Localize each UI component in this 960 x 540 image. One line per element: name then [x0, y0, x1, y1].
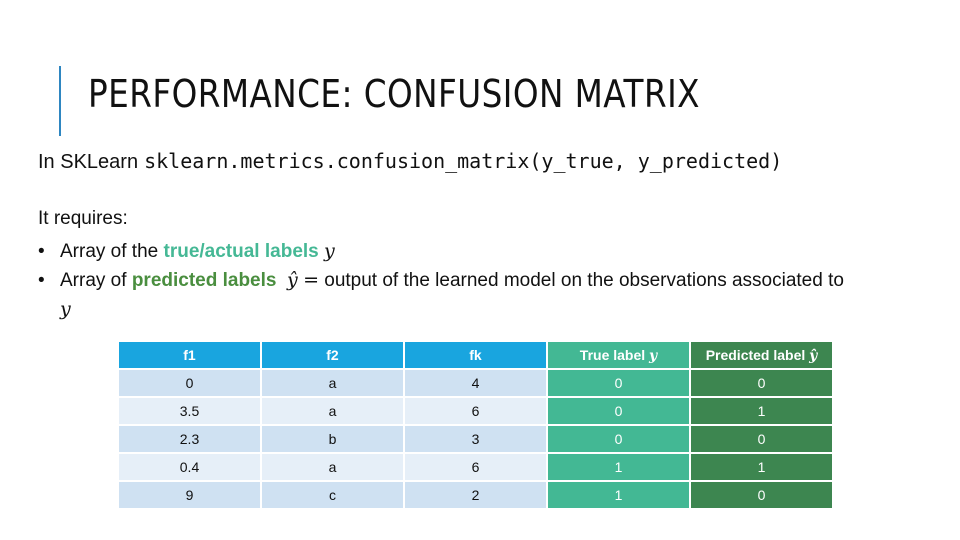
- table-header-row: f1 f2 fk True label y Predicted label ŷ: [117, 340, 834, 370]
- cell-f2: a: [260, 396, 405, 426]
- bullet1-prefix: Array of the: [60, 241, 164, 262]
- intro-prefix: In SKLearn: [38, 151, 139, 173]
- cell-true-label: 0: [546, 396, 691, 426]
- data-table: f1 f2 fk True label y Predicted label ŷ …: [117, 340, 834, 510]
- bullet-dot-icon: •: [38, 270, 45, 291]
- cell-predicted-label: 0: [689, 424, 834, 454]
- bullet-list: • Array of the true/actual labels y • Ar…: [38, 237, 858, 324]
- bullet2-rest: output of the learned model on the obser…: [318, 270, 844, 291]
- header-fk: fk: [403, 340, 548, 370]
- bullet2-highlight: predicted labels: [131, 270, 277, 291]
- cell-predicted-label: 1: [689, 396, 834, 426]
- bullet-dot-icon: •: [38, 241, 45, 262]
- bullet2-var2: y: [60, 298, 71, 320]
- cell-true-label: 1: [546, 452, 691, 482]
- cell-f1: 2.3: [117, 424, 262, 454]
- cell-f2: c: [260, 480, 405, 510]
- header-f1: f1: [117, 340, 262, 370]
- bullet-item-true-labels: • Array of the true/actual labels y: [38, 237, 858, 266]
- bullet2-eq: =: [303, 269, 319, 291]
- predicted-label-text: Predicted label: [705, 346, 806, 363]
- header-true-label: True label y: [546, 340, 691, 370]
- cell-f2: b: [260, 424, 405, 454]
- predicted-label-var: ŷ: [809, 347, 818, 364]
- cell-true-label: 1: [546, 480, 691, 510]
- bullet1-highlight: true/actual labels: [163, 241, 319, 262]
- requires-label: It requires:: [38, 208, 128, 229]
- bullet2-var: ŷ: [287, 269, 298, 291]
- slide-title: PERFORMANCE: CONFUSION MATRIX: [88, 72, 700, 116]
- cell-predicted-label: 1: [689, 452, 834, 482]
- true-label-var: y: [649, 347, 658, 364]
- true-label-text: True label: [579, 346, 646, 363]
- cell-true-label: 0: [546, 368, 691, 398]
- bullet-item-predicted-labels: • Array of predicted labels ŷ = output o…: [38, 266, 858, 324]
- intro-code: sklearn.metrics.confusion_matrix(y_true,…: [144, 149, 783, 173]
- cell-fk: 4: [403, 368, 548, 398]
- cell-f1: 0: [117, 368, 262, 398]
- table-row: 0 a 4 0 0: [117, 368, 834, 398]
- cell-f2: a: [260, 452, 405, 482]
- cell-true-label: 0: [546, 424, 691, 454]
- cell-fk: 3: [403, 424, 548, 454]
- header-predicted-label: Predicted label ŷ: [689, 340, 834, 370]
- header-f2: f2: [260, 340, 405, 370]
- cell-fk: 6: [403, 452, 548, 482]
- cell-f1: 3.5: [117, 396, 262, 426]
- table-row: 3.5 a 6 0 1: [117, 396, 834, 426]
- table-row: 0.4 a 6 1 1: [117, 452, 834, 482]
- cell-f2: a: [260, 368, 405, 398]
- bullet2-prefix: Array of: [60, 270, 132, 291]
- intro-line: In SKLearn sklearn.metrics.confusion_mat…: [38, 149, 782, 174]
- bullet1-var: y: [324, 240, 335, 262]
- cell-fk: 2: [403, 480, 548, 510]
- cell-predicted-label: 0: [689, 480, 834, 510]
- cell-fk: 6: [403, 396, 548, 426]
- table-row: 9 c 2 1 0: [117, 480, 834, 510]
- cell-f1: 9: [117, 480, 262, 510]
- cell-f1: 0.4: [117, 452, 262, 482]
- cell-predicted-label: 0: [689, 368, 834, 398]
- table-row: 2.3 b 3 0 0: [117, 424, 834, 454]
- title-accent-bar: [59, 66, 61, 136]
